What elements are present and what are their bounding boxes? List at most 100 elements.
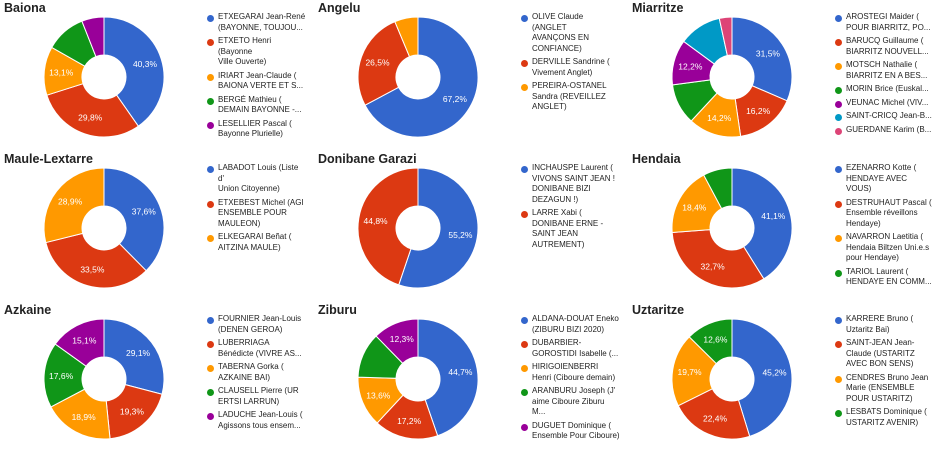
- legend-item[interactable]: AROSTEGI Maider ( POUR BIARRITZ, PO...: [834, 12, 934, 33]
- legend-color-dot-icon: [207, 73, 214, 81]
- legend-label: KARRERE Bruno ( Uztaritz Bai): [846, 314, 914, 334]
- chart-title: Uztaritze: [632, 303, 685, 317]
- chart-panel-maule-lextarre: 37,6% 33,5% 28,9% Maule-Lextarre LABADOT Lou…: [0, 151, 308, 299]
- donut-slice[interactable]: [375, 318, 419, 364]
- slice-value-label: 16,2%: [746, 106, 771, 116]
- legend-label: ETXEBEST Michel (AGI ENSEMBLE POUR MAULE…: [218, 197, 304, 228]
- donut-slice[interactable]: [398, 167, 479, 289]
- legend-label: EZENARRO Kotte ( HENDAYE AVEC VOUS): [846, 163, 917, 193]
- legend-color-dot-icon: [521, 365, 528, 372]
- legend-item[interactable]: ALDANA-DOUAT Eneko (ZIBURU BIZI 2020): [520, 314, 620, 335]
- donut-slice[interactable]: [43, 167, 105, 244]
- legend-label: TABERNA Gorka ( AZKAINE BAI): [218, 362, 284, 382]
- donut-slice[interactable]: [703, 167, 733, 210]
- legend-item[interactable]: ETXETO Henri (Bayonne Ville Ouverte): [206, 36, 306, 68]
- legend-item[interactable]: ETXEGARAI Jean-René (BAYONNE, TOUJOU...: [206, 12, 306, 33]
- legend-item[interactable]: LESELLIER Pascal ( Bayonne Plurielle): [206, 119, 306, 140]
- legend-item[interactable]: BARUCQ Guillaume ( BIARRITZ NOUVELL...: [834, 36, 934, 57]
- legend-color-dot-icon: [207, 235, 214, 242]
- donut-slice[interactable]: [417, 318, 479, 437]
- chart-legend: LABADOT Louis (Liste d' Union Citoyenne)…: [206, 163, 306, 256]
- legend-item[interactable]: EZENARRO Kotte ( HENDAYE AVEC VOUS): [834, 163, 934, 195]
- chart-legend: KARRERE Bruno ( Uztaritz Bai) SAINT-JEAN …: [834, 314, 934, 431]
- legend-color-dot-icon: [835, 63, 842, 70]
- donut-slice[interactable]: [103, 16, 165, 127]
- legend-item[interactable]: INCHAUSPE Laurent ( VIVONS SAINT JEAN ! …: [520, 163, 620, 205]
- legend-item[interactable]: MORIN Brice (Euskal...: [834, 84, 934, 95]
- legend-item[interactable]: LUBERRIAGA Bénédicte (VIVRE AS...: [206, 338, 306, 359]
- legend-color-dot-icon: [835, 166, 842, 173]
- slice-value-label: 13,6%: [366, 391, 391, 401]
- donut-slice[interactable]: [718, 16, 733, 57]
- legend-item[interactable]: ARANBURU Joseph (J' aime Ciboure Ziburu …: [520, 386, 620, 418]
- legend-label: LESELLIER Pascal ( Bayonne Plurielle): [218, 118, 292, 139]
- legend-color-dot-icon: [521, 317, 528, 324]
- slice-value-label: 31,5%: [756, 48, 781, 58]
- donut-slice[interactable]: [54, 318, 105, 367]
- legend-item[interactable]: DESTRUHAUT Pascal ( Ensemble réveillons …: [834, 198, 934, 230]
- legend-color-dot-icon: [207, 39, 214, 46]
- legend-color-dot-icon: [835, 15, 842, 22]
- legend-color-dot-icon: [835, 114, 842, 121]
- legend-item[interactable]: GUERDANE Karim (B...: [834, 125, 934, 136]
- donut-slice[interactable]: [103, 318, 165, 395]
- donut-slice[interactable]: [46, 83, 140, 138]
- donut-slice[interactable]: [105, 383, 163, 440]
- donut-slice[interactable]: [731, 318, 793, 437]
- donut-slice[interactable]: [671, 229, 765, 289]
- legend-item[interactable]: FOURNIER Jean-Louis (DENEN GEROA): [206, 314, 306, 335]
- donut-slice[interactable]: [357, 20, 411, 106]
- legend-label: INCHAUSPE Laurent ( VIVONS SAINT JEAN ! …: [532, 163, 615, 204]
- slice-value-label: 55,2%: [448, 230, 473, 240]
- chart-legend: AROSTEGI Maider ( POUR BIARRITZ, PO... BA…: [834, 12, 934, 138]
- legend-item[interactable]: PEREIRA-OSTANEL Sandra (REVEILLEZ ANGLET…: [520, 81, 620, 113]
- donut-slice[interactable]: [671, 336, 718, 407]
- donut-slice[interactable]: [364, 16, 479, 138]
- donut-slice[interactable]: [81, 16, 105, 58]
- donut-slice[interactable]: [394, 16, 419, 58]
- legend-item[interactable]: HIRIGOIENBERRI Henri (Ciboure demain): [520, 362, 620, 383]
- legend-item[interactable]: VEUNAC Michel (VIV...: [834, 98, 934, 109]
- legend-item[interactable]: SAINT-JEAN Jean- Claude (USTARITZ AVEC B…: [834, 338, 934, 370]
- slice-value-label: 12,2%: [678, 61, 703, 71]
- legend-item[interactable]: LESBATS Dominique ( USTARITZ AVENIR): [834, 407, 934, 428]
- legend-item[interactable]: CLAUSELL Pierre (UR ERTSI LARRUN): [206, 386, 306, 407]
- legend-label: TARIOL Laurent ( HENDAYE EN COMM...: [846, 266, 932, 287]
- donut-slice[interactable]: [677, 388, 751, 440]
- legend-color-dot-icon: [207, 166, 214, 173]
- legend-color-dot-icon: [835, 410, 842, 417]
- legend-item[interactable]: CENDRES Bruno Jean Marie (ENSEMBLE POUR …: [834, 373, 934, 405]
- legend-item[interactable]: TARIOL Laurent ( HENDAYE EN COMM...: [834, 267, 934, 288]
- donut-slice[interactable]: [103, 167, 165, 272]
- donut-slice[interactable]: [731, 16, 793, 102]
- legend-item[interactable]: ELKEGARAI Beñat ( AITZINA MAULE): [206, 232, 306, 253]
- donut-slice[interactable]: [45, 232, 147, 289]
- legend-item[interactable]: DUGUET Dominique ( Ensemble Pour Ciboure…: [520, 421, 620, 442]
- donut-slice[interactable]: [688, 318, 733, 365]
- legend-color-dot-icon: [521, 423, 528, 431]
- legend-item[interactable]: DUBARBIER- GOROSTIDI Isabelle (...: [520, 338, 620, 359]
- legend-item[interactable]: LARRE Xabi ( DONIBANE ERNE - SAINT JEAN …: [520, 208, 620, 250]
- legend-item[interactable]: LABADOT Louis (Liste d' Union Citoyenne): [206, 163, 306, 195]
- donut-slice[interactable]: [50, 388, 111, 440]
- legend-item[interactable]: OLIVE Claude (ANGLET AVANÇONS EN CONFIAN…: [520, 12, 620, 54]
- chart-legend: EZENARRO Kotte ( HENDAYE AVEC VOUS) DESTR…: [834, 163, 934, 291]
- slice-value-label: 28,9%: [58, 197, 83, 207]
- legend-label: IRIART Jean-Claude ( BAIONA VERTE ET S..…: [218, 70, 304, 91]
- chart-panel-azkaine: 29,1% 19,3% 18,9% 17,6% 15,1% Azkaine FOURNIER…: [0, 302, 308, 450]
- legend-item[interactable]: TABERNA Gorka ( AZKAINE BAI): [206, 362, 306, 383]
- legend-item[interactable]: IRIART Jean-Claude ( BAIONA VERTE ET S..…: [206, 71, 306, 92]
- legend-item[interactable]: SAINT-CRICQ Jean-B...: [834, 111, 934, 122]
- legend-item[interactable]: BERGÉ Mathieu ( DEMAIN BAYONNE -...: [206, 95, 306, 116]
- legend-item[interactable]: MOTSCH Nathalie ( BIARRITZ EN A BES...: [834, 60, 934, 81]
- donut-slice[interactable]: [357, 167, 419, 286]
- donut-chart: 40,3% 29,8% 13,1%: [43, 16, 165, 138]
- legend-item[interactable]: DERVILLE Sandrine ( Vivement Anglet): [520, 57, 620, 78]
- legend-item[interactable]: KARRERE Bruno ( Uztaritz Bai): [834, 314, 934, 335]
- legend-item[interactable]: NAVARRON Laetitia ( Hendaia Biltzen Uni.…: [834, 232, 934, 264]
- legend-item[interactable]: ETXEBEST Michel (AGI ENSEMBLE POUR MAULE…: [206, 198, 306, 230]
- legend-label: SAINT-CRICQ Jean-B...: [846, 111, 932, 120]
- chart-title: Baiona: [4, 1, 46, 15]
- legend-item[interactable]: LADUCHE Jean-Louis ( Agissons tous ensem…: [206, 410, 306, 431]
